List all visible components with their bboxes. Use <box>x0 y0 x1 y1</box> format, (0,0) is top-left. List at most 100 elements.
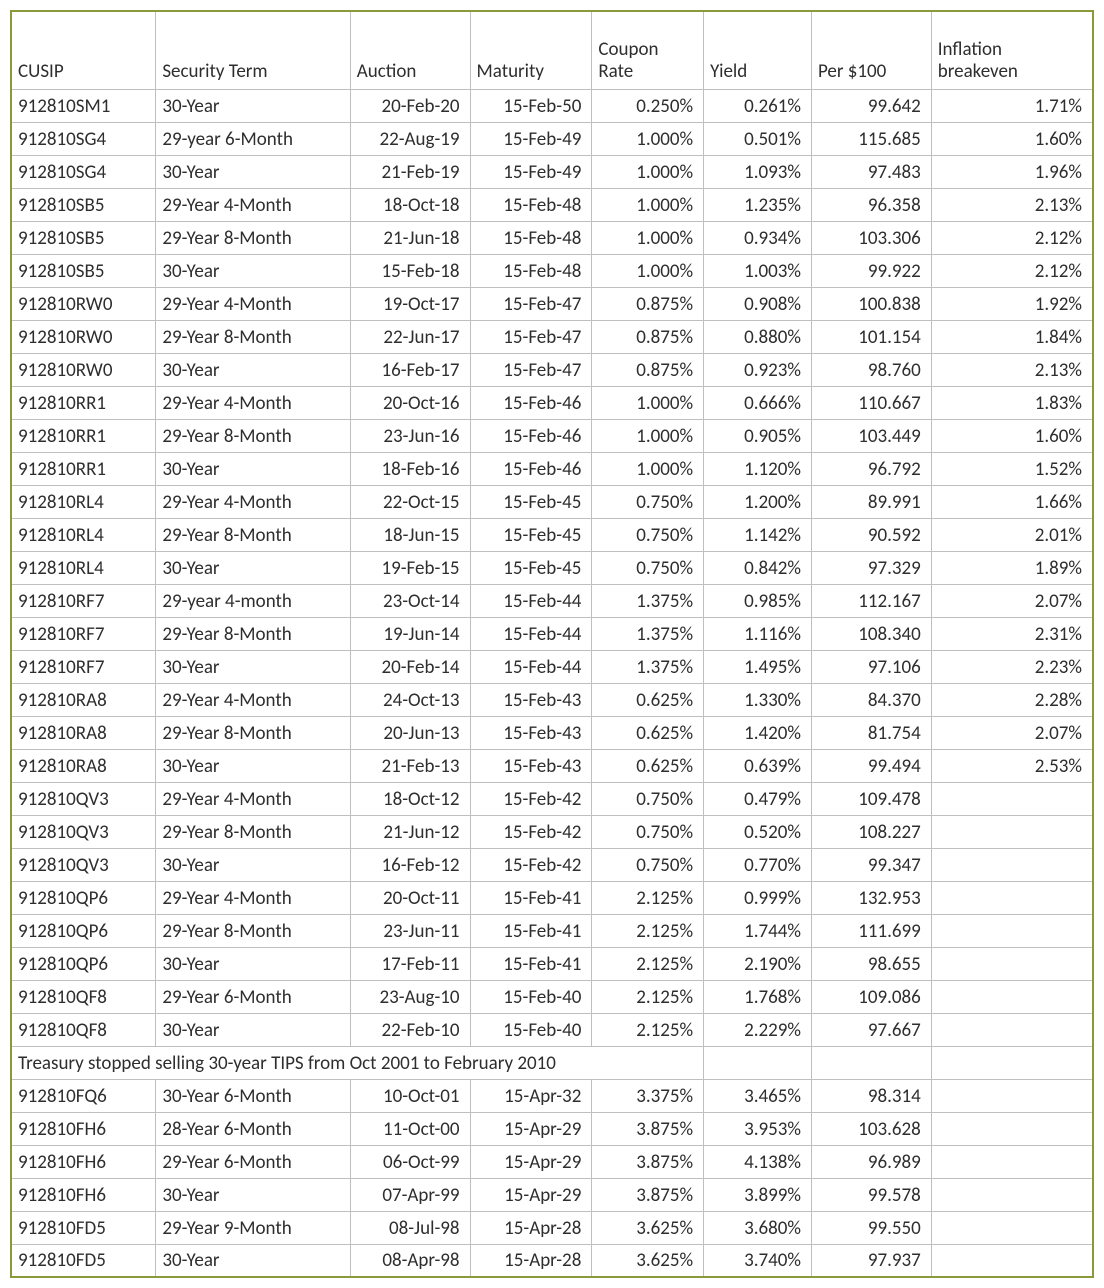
cell-breakeven: 1.66% <box>931 485 1093 518</box>
cell-coupon: 0.625% <box>592 749 704 782</box>
cell-per100: 108.340 <box>811 617 931 650</box>
cell-breakeven: 2.12% <box>931 254 1093 287</box>
cell-auction: 19-Feb-15 <box>350 551 470 584</box>
cell-yield: 0.770% <box>704 848 812 881</box>
cell-yield: 0.934% <box>704 221 812 254</box>
note-cell: Treasury stopped selling 30-year TIPS fr… <box>11 1046 704 1079</box>
cell-term: 29-Year 6-Month <box>156 1145 350 1178</box>
cell-coupon: 1.375% <box>592 584 704 617</box>
cell-coupon: 2.125% <box>592 914 704 947</box>
cell-term: 30-Year <box>156 1178 350 1211</box>
cell-cusip: 912810FH6 <box>11 1112 156 1145</box>
empty-cell <box>811 1046 931 1079</box>
cell-coupon: 3.875% <box>592 1112 704 1145</box>
cell-term: 29-Year 9-Month <box>156 1211 350 1244</box>
cell-per100: 96.792 <box>811 452 931 485</box>
cell-yield: 0.880% <box>704 320 812 353</box>
cell-cusip: 912810FH6 <box>11 1145 156 1178</box>
cell-per100: 132.953 <box>811 881 931 914</box>
cell-breakeven <box>931 848 1093 881</box>
cell-coupon: 0.875% <box>592 287 704 320</box>
cell-breakeven: 2.23% <box>931 650 1093 683</box>
cell-auction: 20-Oct-16 <box>350 386 470 419</box>
cell-coupon: 0.750% <box>592 485 704 518</box>
table-row: 912810QV329-Year 4-Month18-Oct-1215-Feb-… <box>11 782 1093 815</box>
cell-auction: 16-Feb-17 <box>350 353 470 386</box>
cell-cusip: 912810RR1 <box>11 452 156 485</box>
cell-auction: 21-Feb-13 <box>350 749 470 782</box>
table-row: 912810QP630-Year17-Feb-1115-Feb-412.125%… <box>11 947 1093 980</box>
col-header-yield: Yield <box>704 11 812 89</box>
cell-cusip: 912810QV3 <box>11 815 156 848</box>
cell-auction: 10-Oct-01 <box>350 1079 470 1112</box>
cell-maturity: 15-Feb-41 <box>470 914 592 947</box>
cell-yield: 0.639% <box>704 749 812 782</box>
table-body: 912810SM130-Year20-Feb-2015-Feb-500.250%… <box>11 89 1093 1277</box>
cell-auction: 24-Oct-13 <box>350 683 470 716</box>
cell-per100: 99.494 <box>811 749 931 782</box>
table-row: 912810FH628-Year 6-Month11-Oct-0015-Apr-… <box>11 1112 1093 1145</box>
cell-cusip: 912810QF8 <box>11 1013 156 1046</box>
table-row: 912810RA829-Year 4-Month24-Oct-1315-Feb-… <box>11 683 1093 716</box>
cell-per100: 100.838 <box>811 287 931 320</box>
cell-cusip: 912810RR1 <box>11 386 156 419</box>
table-row: 912810FH629-Year 6-Month06-Oct-9915-Apr-… <box>11 1145 1093 1178</box>
cell-term: 30-Year 6-Month <box>156 1079 350 1112</box>
cell-per100: 99.550 <box>811 1211 931 1244</box>
cell-auction: 20-Jun-13 <box>350 716 470 749</box>
cell-maturity: 15-Feb-43 <box>470 716 592 749</box>
cell-breakeven: 2.07% <box>931 716 1093 749</box>
cell-auction: 17-Feb-11 <box>350 947 470 980</box>
cell-yield: 0.666% <box>704 386 812 419</box>
cell-term: 30-Year <box>156 749 350 782</box>
cell-cusip: 912810RA8 <box>11 683 156 716</box>
cell-per100: 97.667 <box>811 1013 931 1046</box>
cell-coupon: 1.000% <box>592 452 704 485</box>
cell-auction: 08-Apr-98 <box>350 1244 470 1277</box>
cell-breakeven: 2.13% <box>931 188 1093 221</box>
cell-yield: 0.842% <box>704 551 812 584</box>
cell-maturity: 15-Feb-43 <box>470 683 592 716</box>
cell-maturity: 15-Feb-47 <box>470 320 592 353</box>
cell-breakeven: 1.89% <box>931 551 1093 584</box>
cell-coupon: 0.875% <box>592 353 704 386</box>
cell-maturity: 15-Feb-50 <box>470 89 592 122</box>
cell-maturity: 15-Feb-41 <box>470 881 592 914</box>
table-row: 912810QV329-Year 8-Month21-Jun-1215-Feb-… <box>11 815 1093 848</box>
cell-breakeven: 1.84% <box>931 320 1093 353</box>
cell-breakeven <box>931 1211 1093 1244</box>
table-row: 912810QP629-Year 8-Month23-Jun-1115-Feb-… <box>11 914 1093 947</box>
cell-breakeven: 1.60% <box>931 122 1093 155</box>
table-row: 912810RW029-Year 8-Month22-Jun-1715-Feb-… <box>11 320 1093 353</box>
cell-auction: 22-Jun-17 <box>350 320 470 353</box>
cell-yield: 3.740% <box>704 1244 812 1277</box>
cell-yield: 2.190% <box>704 947 812 980</box>
cell-breakeven: 2.01% <box>931 518 1093 551</box>
cell-cusip: 912810RW0 <box>11 353 156 386</box>
table-row: 912810SB529-Year 8-Month21-Jun-1815-Feb-… <box>11 221 1093 254</box>
cell-maturity: 15-Feb-42 <box>470 848 592 881</box>
cell-breakeven: 2.53% <box>931 749 1093 782</box>
cell-yield: 1.003% <box>704 254 812 287</box>
cell-breakeven <box>931 1013 1093 1046</box>
cell-maturity: 15-Feb-45 <box>470 485 592 518</box>
cell-breakeven <box>931 881 1093 914</box>
cell-cusip: 912810QP6 <box>11 881 156 914</box>
cell-yield: 3.465% <box>704 1079 812 1112</box>
cell-maturity: 15-Feb-40 <box>470 1013 592 1046</box>
cell-maturity: 15-Feb-40 <box>470 980 592 1013</box>
cell-coupon: 3.875% <box>592 1178 704 1211</box>
cell-cusip: 912810SB5 <box>11 221 156 254</box>
cell-cusip: 912810RW0 <box>11 320 156 353</box>
cell-maturity: 15-Feb-44 <box>470 650 592 683</box>
cell-coupon: 0.750% <box>592 815 704 848</box>
cell-maturity: 15-Feb-44 <box>470 617 592 650</box>
cell-term: 29-year 4-month <box>156 584 350 617</box>
cell-term: 29-Year 8-Month <box>156 914 350 947</box>
cell-maturity: 15-Feb-41 <box>470 947 592 980</box>
cell-cusip: 912810SM1 <box>11 89 156 122</box>
cell-term: 30-Year <box>156 650 350 683</box>
cell-auction: 06-Oct-99 <box>350 1145 470 1178</box>
cell-term: 29-Year 8-Month <box>156 221 350 254</box>
cell-per100: 84.370 <box>811 683 931 716</box>
